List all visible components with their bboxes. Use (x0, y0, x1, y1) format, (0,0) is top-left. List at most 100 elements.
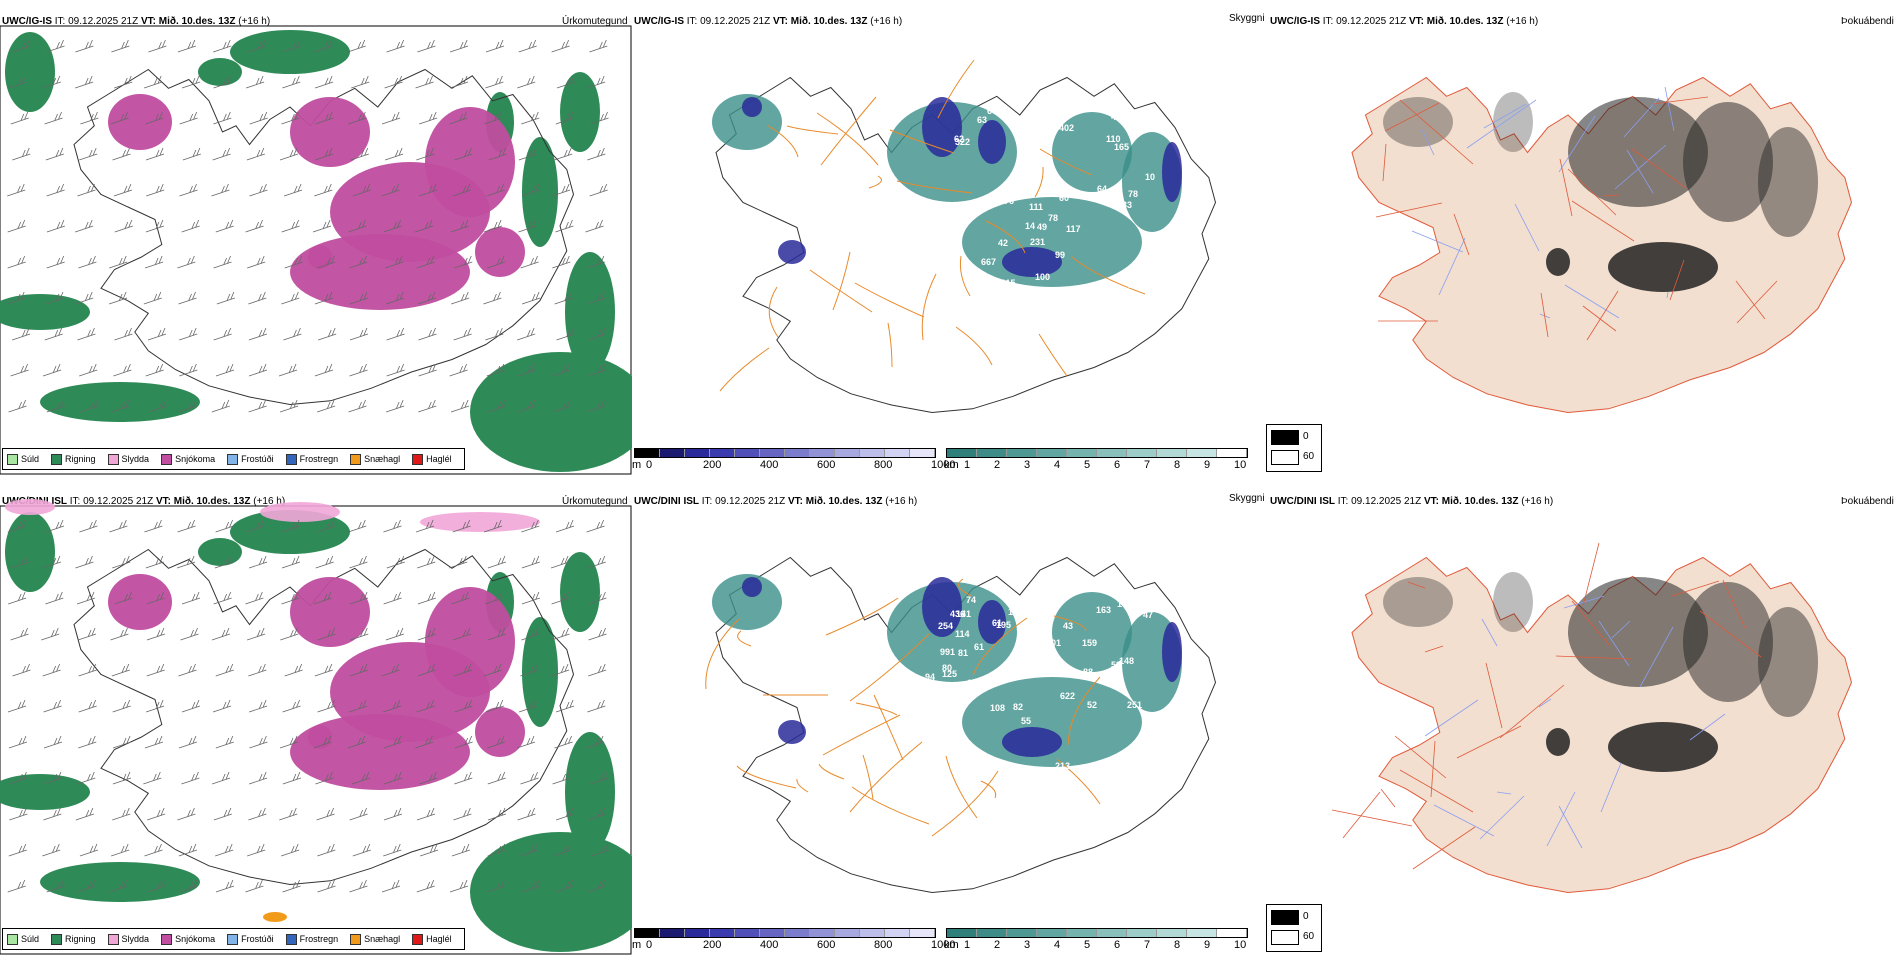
m-tick-label: 600 (817, 939, 836, 951)
legend-swatch (7, 933, 18, 945)
wind-barb (554, 291, 573, 305)
road (1602, 194, 1620, 197)
it-label: IT: (69, 496, 81, 507)
wind-barb (11, 555, 30, 569)
wind-barb (317, 255, 336, 269)
legend-item-3: Snjókoma (161, 933, 215, 945)
wind-barb (487, 843, 506, 857)
vt-label: VT: (787, 496, 803, 507)
wind-barb (382, 699, 402, 713)
visibility-value-label: 195 (996, 620, 1011, 630)
wind-barb (182, 147, 201, 161)
road (816, 112, 879, 166)
wind-barb (146, 663, 165, 677)
road (931, 770, 999, 837)
wind-barb (147, 879, 166, 893)
wind-barb (386, 555, 405, 569)
km-tick-label: 7 (1144, 939, 1151, 951)
wind-barb (75, 291, 94, 305)
visibility-value-label: 436 (950, 609, 965, 619)
km-tick-label: 10 (1234, 939, 1247, 951)
wind-barb (79, 843, 99, 857)
rain-area (522, 137, 558, 247)
wind-barb (483, 291, 502, 305)
road (972, 617, 1028, 676)
fog-legend-top: 0 (1303, 431, 1309, 442)
wind-barb (517, 807, 536, 821)
road (868, 175, 882, 189)
road (1485, 662, 1503, 729)
wind-barb (552, 771, 571, 785)
wind-barb (78, 735, 97, 749)
rain-area (198, 538, 242, 566)
wind-barb (7, 699, 27, 713)
visibility-value-label: 117 (1066, 224, 1081, 234)
road (1586, 290, 1619, 341)
wind-barb (213, 111, 232, 125)
wind-barb (416, 255, 435, 269)
wind-barb (10, 363, 29, 377)
km-tick-label: 3 (1024, 459, 1031, 471)
road (1407, 581, 1426, 589)
road (1735, 280, 1766, 320)
wind-barb (554, 147, 573, 161)
wind-barb (449, 39, 469, 53)
road (1430, 740, 1436, 798)
visibility-value-label: 402 (1059, 123, 1074, 133)
precip-type-legend: Súld Rigning Slydda Snjókoma Frostúði Frostre… (2, 928, 465, 950)
wind-barb (179, 111, 198, 125)
visibility-value-label: 60 (1059, 193, 1069, 203)
wind-barb (214, 555, 234, 569)
km-unit-label: km (944, 459, 959, 471)
fog-shade (1758, 127, 1818, 237)
wind-barb (415, 519, 435, 533)
wind-barb (556, 327, 575, 341)
visibility-value-label: 123 (1027, 170, 1042, 180)
wind-barb (249, 183, 268, 197)
road (849, 633, 930, 702)
river (1558, 115, 1596, 173)
visibility-value-label: 633 (1117, 200, 1132, 210)
visibility-value-label: 78 (1048, 213, 1058, 223)
wind-barb (245, 219, 264, 233)
wind-barb (416, 699, 435, 713)
wind-barb (12, 327, 31, 341)
visibility-value-label: 225 (1136, 113, 1151, 123)
visibility-value-label: 63 (925, 770, 935, 780)
vt-value: Mið. 10.des. 13Z (805, 496, 883, 507)
fog-shade (1383, 97, 1453, 147)
wind-barb (8, 399, 27, 413)
visibility-value-label: 13 (1128, 280, 1138, 290)
wind-barbs (7, 519, 610, 893)
wind-barb (78, 699, 97, 713)
visibility-map: 63 78 52 230 61 322 60 67 42 225 110 66 62 63 115 159 68… (712, 59, 1217, 414)
wind-barb (111, 399, 130, 413)
visibility-value-label: 68 (952, 291, 962, 301)
wind-barb (248, 291, 267, 305)
wind-barb (249, 735, 268, 749)
road (736, 765, 797, 789)
legend-swatch (161, 453, 173, 465)
wind-barb (181, 771, 200, 785)
wind-barb (453, 807, 472, 821)
wind-barb (417, 663, 436, 677)
wind-barb (8, 591, 27, 605)
wind-barb (384, 75, 403, 89)
visibility-value-label: 251 (1127, 700, 1142, 710)
it-value: 09.12.2025 21Z (1351, 496, 1422, 507)
wind-barb (283, 327, 302, 341)
road (849, 741, 923, 813)
fog-area (1162, 622, 1182, 682)
wind-barb (215, 219, 234, 233)
visibility-area (962, 677, 1142, 767)
wind-barb (315, 111, 334, 125)
road (1342, 791, 1381, 839)
snow-area (290, 714, 470, 790)
model-name: UWC/DINI ISL (634, 496, 699, 507)
wind-barb (487, 555, 507, 569)
wind-barb (418, 399, 437, 413)
wind-barb (7, 519, 26, 533)
wind-barb (450, 399, 470, 413)
visibility-area (712, 574, 782, 630)
rain-area (5, 512, 55, 592)
